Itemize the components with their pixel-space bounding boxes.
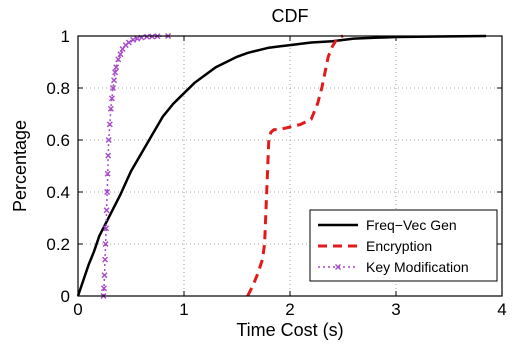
legend-label: Encryption [366,238,432,254]
data-point-marker [101,272,108,279]
data-point-marker [102,256,109,263]
data-point-marker [143,33,150,40]
data-point-marker [104,189,111,195]
y-tick-label: 0.8 [46,79,70,98]
x-tick-label: 3 [391,300,400,319]
data-point-marker [102,241,109,247]
data-point-marker [117,51,124,58]
y-tick-label: 1 [61,27,70,46]
data-point-marker [106,121,113,128]
series-2 [100,33,172,299]
series-line [246,34,344,297]
legend: Freq−Vec Gen Encryption Key Modification [309,209,498,282]
x-axis-label: Time Cost (s) [236,320,343,340]
tick-layer: 0 1 2 3 4 0 0.2 0.4 0.6 0.8 1 [46,27,506,319]
y-tick-label: 0 [61,287,70,306]
data-point-marker [125,39,132,46]
data-point-marker [115,56,122,63]
series-1 [246,34,344,297]
x-tick-label: 0 [73,300,82,319]
x-tick-label: 1 [179,300,188,319]
legend-label: Key Modification [366,259,469,275]
data-point-marker [113,64,120,71]
y-axis-label: Percentage [10,120,30,212]
data-point-marker [107,105,114,112]
data-point-marker [108,95,115,102]
legend-label: Freq−Vec Gen [366,217,457,233]
data-point-marker [100,285,107,292]
data-point-marker [134,35,141,42]
data-point-marker [109,85,116,91]
x-tick-label: 2 [285,300,294,319]
series-line [102,35,169,297]
data-point-marker [104,170,111,177]
x-tick-label: 4 [497,300,506,319]
data-point-marker [105,137,112,143]
data-point-marker [105,152,112,159]
chart-title: CDF [272,6,309,26]
data-point-marker [112,69,119,76]
legend-marker [335,264,341,270]
y-tick-label: 0.6 [46,131,70,150]
y-tick-label: 0.2 [46,235,70,254]
data-point-marker [111,77,118,84]
data-point-marker [103,207,110,214]
data-point-marker [130,36,137,43]
y-tick-label: 0.4 [46,183,70,202]
series-layer [76,33,487,299]
data-point-marker [103,225,110,232]
